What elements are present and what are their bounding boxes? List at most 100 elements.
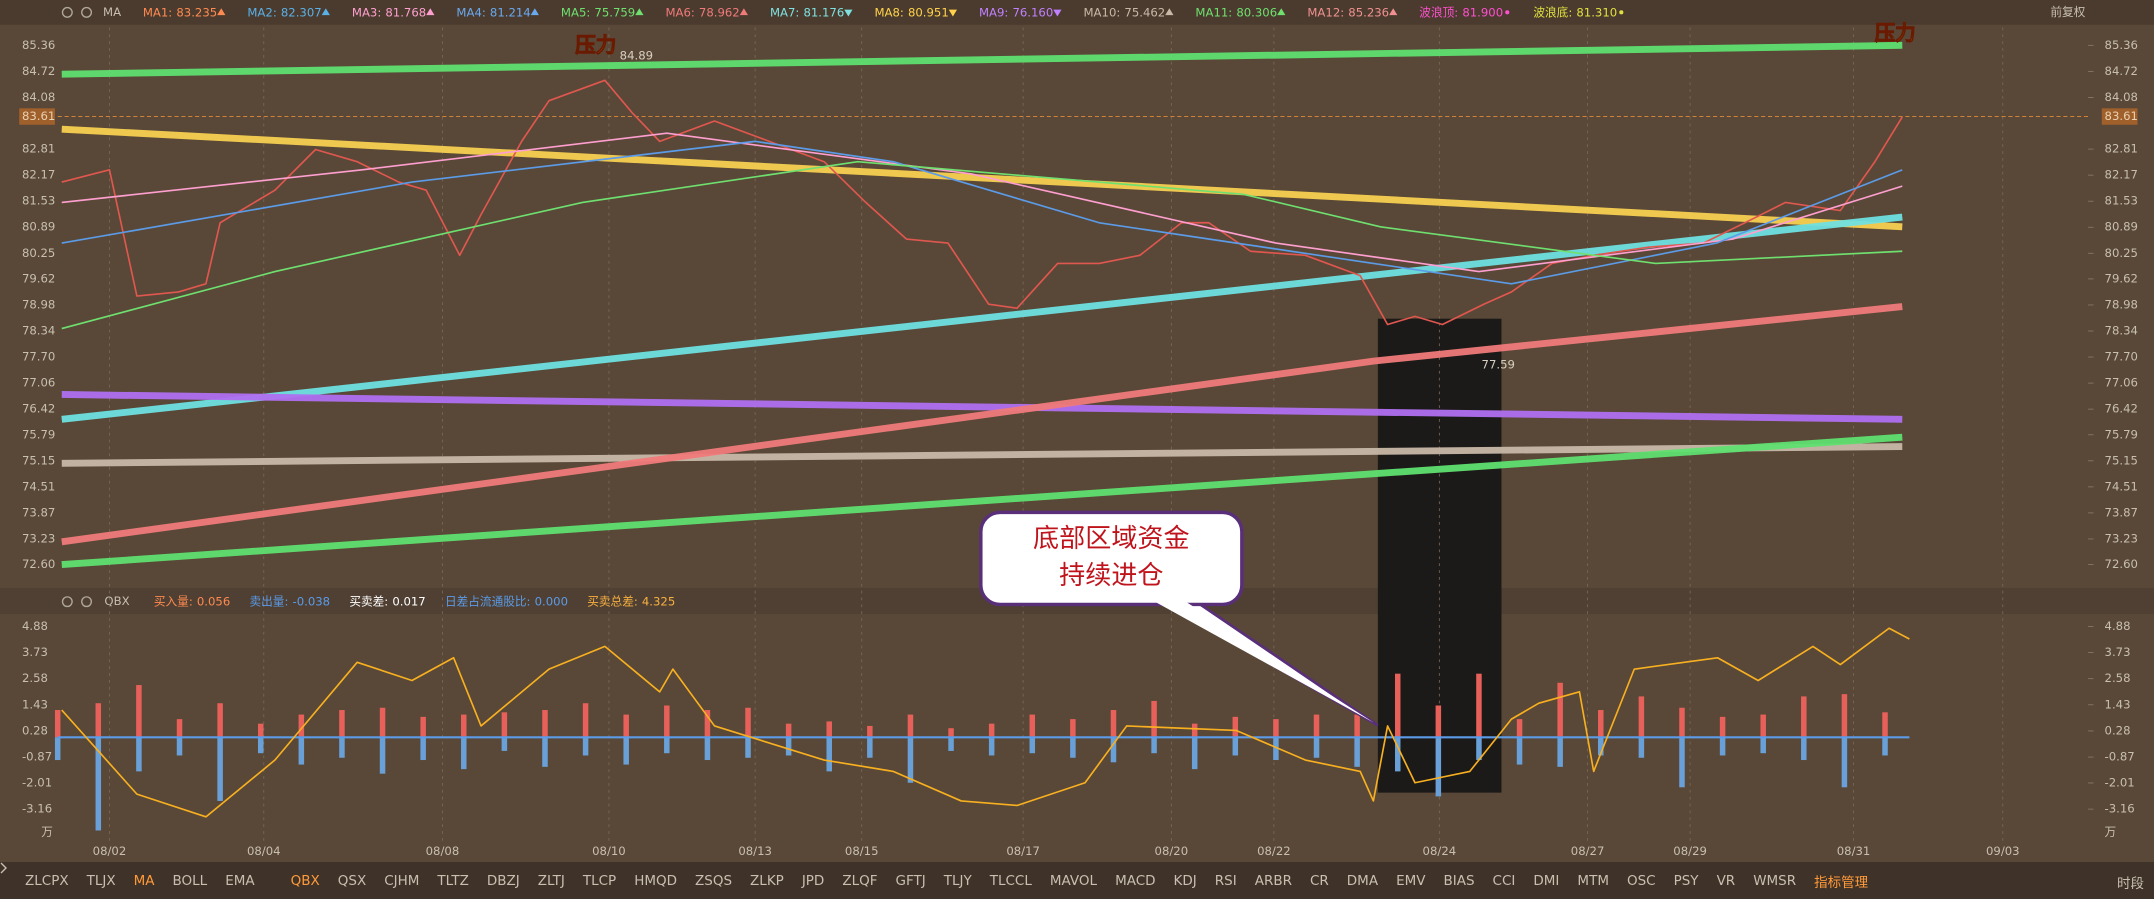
indicator-tab[interactable]: CR (1309, 872, 1329, 889)
indicator-tab[interactable]: KDJ (1173, 872, 1197, 889)
gear-icon[interactable] (61, 6, 93, 18)
volume-bar (1029, 737, 1036, 754)
volume-bar (664, 737, 670, 754)
indicator-tab[interactable]: TLCCL (989, 872, 1032, 889)
adjust-mode[interactable]: 前复权 (2050, 5, 2085, 19)
volume-bar (988, 723, 995, 738)
legend-value: 75.759 (594, 5, 635, 19)
unit-label: 万 (41, 825, 53, 839)
indicator-tab[interactable]: JPD (801, 872, 825, 889)
indicator-tab[interactable]: TLTZ (437, 872, 469, 889)
trend-arrow (217, 8, 226, 16)
legend-name: MA9: (979, 5, 1008, 19)
y-tick-label: 0.28 (22, 723, 48, 737)
volume-bar (339, 737, 345, 758)
y-tick-label: 78.34 (2105, 324, 2138, 338)
legend-value: 78.962 (699, 5, 740, 19)
indicator-tab[interactable]: DMI (1533, 872, 1560, 889)
y-tick-label: 75.79 (22, 427, 55, 441)
indicator-tab[interactable]: EMA (225, 872, 255, 889)
legend-name: MA7: (770, 5, 799, 19)
indicator-tab[interactable]: ARBR (1254, 872, 1292, 889)
legend-entry: 买卖总差: 4.325 (587, 594, 675, 608)
indicator-tab[interactable]: OSC (1626, 872, 1656, 889)
indicator-tab[interactable]: ZLQF (842, 872, 878, 889)
last-price-label: 83.61 (2105, 109, 2138, 123)
indicator-tab[interactable]: BIAS (1443, 872, 1475, 889)
volume-bar (745, 707, 751, 738)
legend-entry: MA4: 81.214 (456, 5, 530, 19)
y-tick-label: 81.53 (22, 194, 55, 208)
indicator-tab[interactable]: CJHM (384, 872, 420, 889)
legend-entry: 买入量: 0.056 (154, 594, 230, 608)
trend-arrow (1165, 8, 1174, 16)
indicator-tab[interactable]: DBZJ (486, 872, 520, 889)
legend-name: MA3: (352, 5, 381, 19)
period-button[interactable]: 时段 (2117, 876, 2144, 892)
volume-bar (1801, 737, 1807, 761)
trend-line (61, 41, 1903, 78)
volume-bar (542, 710, 548, 738)
indicator-tab[interactable]: PSY (1673, 872, 1699, 889)
last-price-box (2101, 108, 2138, 125)
indicator-tab[interactable]: BOLL (172, 872, 208, 889)
legend-value: 81.310 (1576, 5, 1617, 19)
volume-bar (461, 737, 467, 770)
trend-arrow (321, 8, 330, 16)
volume-bar (136, 685, 142, 738)
indicator-tab[interactable]: MTM (1577, 872, 1609, 889)
legend-entry: 买卖差: 0.017 (349, 594, 425, 608)
trend-arrow (1053, 9, 1062, 17)
legend-value: 4.325 (642, 594, 675, 608)
y-tick-label: 78.34 (22, 324, 55, 338)
legend-value: 82.307 (281, 5, 322, 19)
indicator-name[interactable]: QBX (104, 594, 129, 608)
indicator-tab[interactable]: TLJX (86, 872, 116, 889)
ma-line (61, 627, 1910, 818)
indicator-tab[interactable]: EMV (1396, 872, 1426, 889)
indicator-tab[interactable]: QBX (290, 872, 320, 889)
indicator-tab[interactable]: ZLCPX (25, 872, 69, 889)
indicator-tab[interactable]: VR (1716, 872, 1736, 889)
volume-bar (826, 737, 832, 772)
indicator-tab[interactable]: GFTJ (895, 872, 926, 889)
indicator-tab[interactable]: TLCP (582, 872, 617, 889)
volume-bar (1394, 673, 1401, 738)
volume-bar (988, 737, 995, 756)
volume-bar (461, 714, 467, 738)
legend-name: MA1: (143, 5, 172, 19)
volume-bar (1841, 737, 1848, 788)
legend-entry: MA7: 81.176 (770, 5, 844, 19)
y-tick-label: 72.60 (22, 557, 55, 571)
y-tick-label: 84.72 (22, 64, 55, 78)
legend-value: 0.056 (197, 594, 230, 608)
volume-bar (298, 737, 305, 765)
indicator-tab[interactable]: TLJY (943, 872, 972, 889)
indicator-tab[interactable]: ZLTJ (537, 872, 565, 889)
indicator-name[interactable]: MA (103, 5, 121, 19)
volume-bar (1557, 682, 1563, 738)
x-tick-label: 08/31 (1837, 844, 1871, 858)
indicator-tab[interactable]: QSX (337, 872, 367, 889)
indicator-tab[interactable]: MACD (1115, 872, 1156, 889)
volume-bar (1110, 737, 1117, 763)
trend-line (61, 391, 1903, 423)
indicator-tab[interactable]: 指标管理 (1814, 874, 1869, 891)
indicator-tab[interactable]: ZLKP (750, 872, 784, 889)
indicator-tab[interactable]: ZSQS (695, 872, 733, 889)
indicator-tab[interactable]: MA (133, 872, 155, 889)
volume-bar (745, 737, 751, 758)
volume-bar (1801, 696, 1807, 738)
legend-value: 80.951 (908, 5, 949, 19)
indicator-tab[interactable]: RSI (1214, 872, 1237, 889)
indicator-tab[interactable]: HMQD (634, 872, 678, 889)
indicator-tab[interactable]: MAVOL (1049, 872, 1098, 889)
volume-bar (217, 737, 223, 801)
y-tick-label: 82.81 (22, 142, 55, 156)
indicator-tab[interactable]: WMSR (1753, 872, 1797, 889)
gear-icon[interactable] (61, 596, 93, 608)
y-tick-label: 2.58 (22, 671, 48, 685)
legend-entry: MA6: 78.962 (665, 5, 739, 19)
indicator-tab[interactable]: CCI (1492, 872, 1516, 889)
indicator-tab[interactable]: DMA (1346, 872, 1379, 889)
